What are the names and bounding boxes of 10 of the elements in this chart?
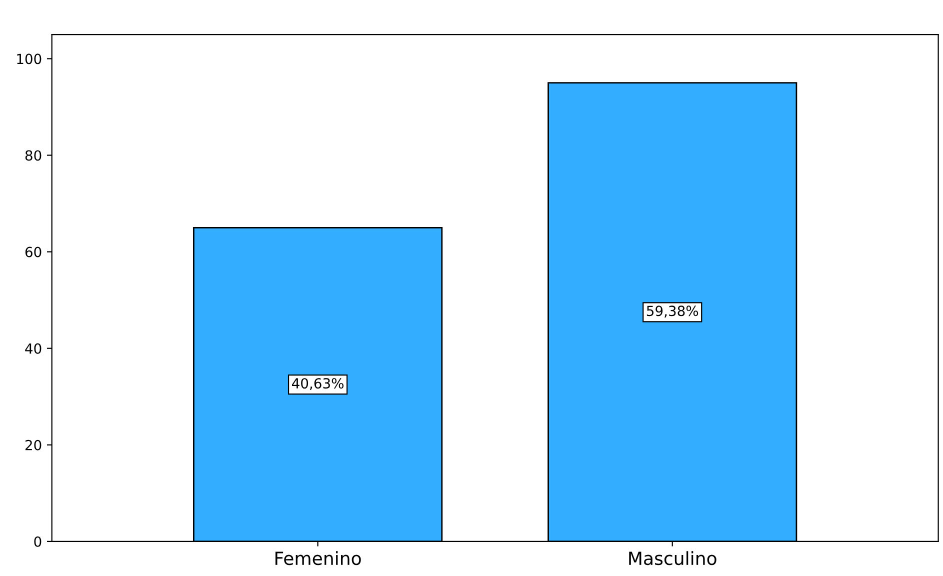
x-tick-label: Femenino [275, 551, 361, 566]
y-tick-label: 20 [25, 440, 42, 450]
annotation: 59,38% [646, 306, 698, 318]
y-tick-label: 100 [17, 54, 42, 64]
y-tick-label: 40 [25, 343, 42, 354]
annotation: 40,63% [292, 378, 344, 390]
y-tick-label: 80 [25, 150, 42, 161]
x-tick-label: Masculino [629, 551, 716, 566]
y-tick-label: 0 [34, 536, 42, 547]
y-tick-label: 60 [25, 246, 42, 258]
